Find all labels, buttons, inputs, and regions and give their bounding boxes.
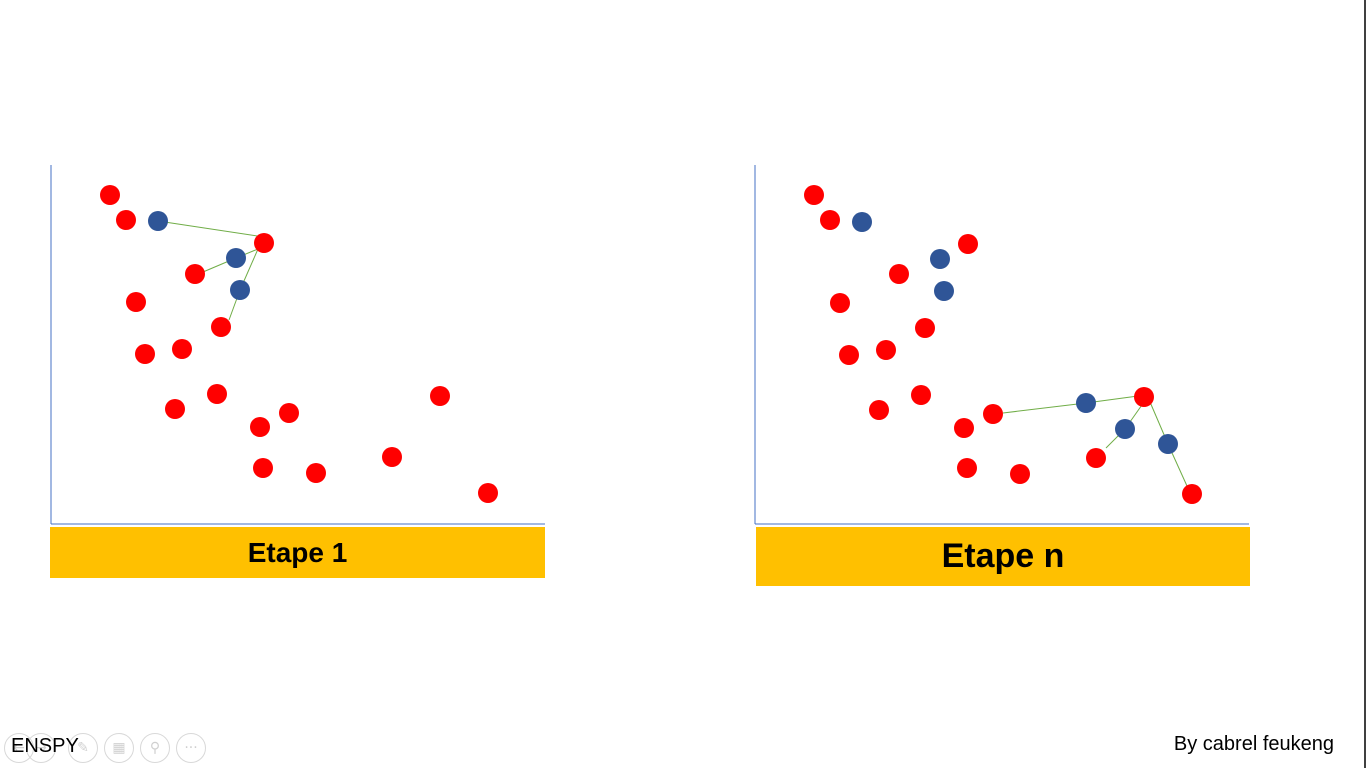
blue-point [934,281,954,301]
red-point [211,317,231,337]
red-point [958,234,978,254]
blue-point [1115,419,1135,439]
edge-line [157,220,265,238]
footer-author: By cabrel feukeng [1173,733,1334,755]
red-point [172,339,192,359]
red-point [478,483,498,503]
diagram-panel-etape-1 [50,165,545,525]
blue-point [852,212,872,232]
points-group [100,185,498,503]
points-group [804,185,1202,504]
red-point [185,264,205,284]
red-point [116,210,136,230]
blue-point [226,248,246,268]
red-point [306,463,326,483]
zoom-icon[interactable]: ⚲ [140,733,170,763]
red-point [165,399,185,419]
red-point [830,293,850,313]
red-point [254,233,274,253]
red-point [100,185,120,205]
red-point [253,458,273,478]
right-edge-bar [1364,0,1366,768]
red-point [983,404,1003,424]
red-point [915,318,935,338]
red-point [250,417,270,437]
diagram-panel-etape-n [754,165,1249,525]
more-icon[interactable]: ··· [176,733,206,763]
blue-point [148,211,168,231]
edge-line [1002,402,1087,414]
red-point [279,403,299,423]
panel-label-etape-1: Etape 1 [50,527,545,578]
red-point [1182,484,1202,504]
red-point [889,264,909,284]
red-point [1086,448,1106,468]
blue-point [230,280,250,300]
edges-group [157,220,265,321]
red-point [1010,464,1030,484]
red-point [957,458,977,478]
slideshow-toolbar: ← → ✎ ▦ ⚲ ··· [4,733,206,765]
panel-label-etape-n: Etape n [756,527,1250,586]
red-point [876,340,896,360]
red-point [954,418,974,438]
blue-point [1158,434,1178,454]
red-point [207,384,227,404]
footer-left-text: ENSPY [11,735,79,757]
blue-point [1076,393,1096,413]
pen-icon[interactable]: ✎ [68,733,98,763]
red-point [804,185,824,205]
red-point [820,210,840,230]
red-point [911,385,931,405]
red-point [839,345,859,365]
red-point [430,386,450,406]
slides-icon[interactable]: ▦ [104,733,134,763]
next-icon[interactable]: → [26,733,56,763]
red-point [135,344,155,364]
red-point [382,447,402,467]
blue-point [930,249,950,269]
red-point [1134,387,1154,407]
red-point [869,400,889,420]
red-point [126,292,146,312]
